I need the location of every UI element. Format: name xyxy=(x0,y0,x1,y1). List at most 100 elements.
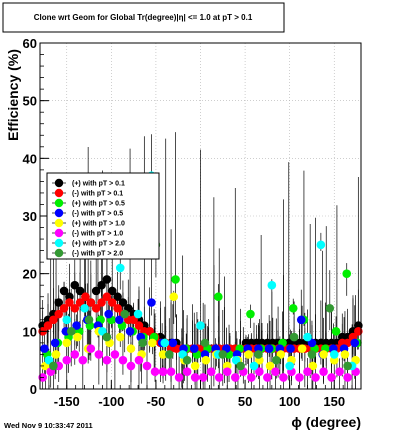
data-point xyxy=(91,286,101,296)
y-tick-label: 50 xyxy=(23,94,37,109)
data-point xyxy=(171,275,180,284)
data-point xyxy=(54,298,64,307)
legend-marker xyxy=(54,218,64,228)
data-point xyxy=(319,367,328,377)
data-point xyxy=(80,303,89,313)
x-tick-label: -150 xyxy=(54,394,80,409)
legend-marker xyxy=(54,178,64,188)
data-point xyxy=(308,361,318,371)
data-point xyxy=(279,373,288,382)
data-point xyxy=(222,367,232,377)
data-point xyxy=(147,298,156,307)
legend-label: (-) with pT > 0.1 xyxy=(72,191,123,198)
legend-label: (+) with pT > 2.0 xyxy=(72,241,125,248)
data-point xyxy=(49,315,58,325)
data-point xyxy=(62,338,72,348)
title-box: Clone wrt Geom for Global Tr(degree)|η| … xyxy=(2,2,285,33)
data-point xyxy=(214,292,223,302)
data-point xyxy=(265,361,275,371)
data-point xyxy=(113,303,122,313)
data-point xyxy=(51,350,61,359)
data-point xyxy=(70,350,80,359)
data-point xyxy=(164,350,174,359)
legend-label: (+) with pT > 0.5 xyxy=(72,201,125,208)
y-tick-label: 20 xyxy=(23,267,37,282)
data-point xyxy=(244,350,253,359)
data-point xyxy=(174,373,184,382)
data-point xyxy=(134,355,144,365)
data-point xyxy=(286,344,295,353)
legend-marker xyxy=(54,188,64,198)
y-tick-label: 30 xyxy=(23,209,37,224)
data-point xyxy=(43,321,53,330)
data-point xyxy=(285,361,294,371)
data-point xyxy=(319,350,328,359)
data-point xyxy=(267,280,277,290)
legend-box xyxy=(46,172,160,260)
data-point xyxy=(255,367,264,377)
x-tick-label: 0 xyxy=(197,394,204,409)
data-point xyxy=(138,338,147,348)
data-point xyxy=(115,315,124,325)
legend-label: (-) with pT > 1.0 xyxy=(72,231,123,238)
data-point xyxy=(288,303,298,313)
axis-ticks: -150 -100 -50 0 50 100 150 0 10 20 30 40 50 60 xyxy=(23,36,362,409)
data-point xyxy=(142,361,152,371)
data-point xyxy=(350,338,360,348)
data-point xyxy=(190,373,200,382)
data-point xyxy=(158,367,168,377)
y-tick-label: 40 xyxy=(23,151,37,166)
x-tick-label: 50 xyxy=(238,394,252,409)
data-point xyxy=(97,298,106,307)
data-point xyxy=(102,355,112,365)
data-point xyxy=(160,338,170,348)
x-axis-label: ϕ (degree) xyxy=(291,414,361,430)
data-point xyxy=(40,344,49,353)
data-point xyxy=(49,361,58,371)
data-point xyxy=(75,286,85,296)
legend-label: (-) with pT > 2.0 xyxy=(72,251,123,258)
data-point xyxy=(81,292,90,302)
data-point xyxy=(70,303,80,313)
data-point xyxy=(50,338,60,348)
legend-marker xyxy=(54,208,64,218)
data-point xyxy=(297,344,307,353)
data-point xyxy=(59,303,69,313)
x-tick-label: -50 xyxy=(147,394,166,409)
data-point xyxy=(133,309,143,319)
data-point xyxy=(246,309,255,319)
chart-title: Clone wrt Geom for Global Tr(degree)|η| … xyxy=(34,13,253,22)
data-point xyxy=(354,327,363,336)
data-point xyxy=(190,361,200,371)
data-point xyxy=(104,309,113,319)
data-point xyxy=(201,355,211,365)
data-point xyxy=(73,332,82,342)
x-tick-label: 150 xyxy=(323,394,345,409)
data-point xyxy=(169,292,179,302)
legend-label: (+) with pT > 0.1 xyxy=(72,181,125,188)
data-point xyxy=(335,367,344,377)
data-point xyxy=(168,338,178,348)
data-point xyxy=(62,355,72,365)
data-point xyxy=(325,303,335,313)
data-point xyxy=(218,350,228,359)
data-point xyxy=(110,350,120,359)
data-point xyxy=(303,367,312,377)
data-point xyxy=(94,350,104,359)
data-point xyxy=(295,373,304,382)
data-point xyxy=(182,367,192,377)
data-point xyxy=(126,344,136,353)
data-point xyxy=(113,292,122,302)
data-point xyxy=(249,361,259,371)
y-tick-label: 0 xyxy=(30,382,37,397)
x-tick-label: 100 xyxy=(279,394,301,409)
data-point xyxy=(263,373,272,382)
data-point xyxy=(97,280,106,290)
data-point xyxy=(303,332,312,342)
data-point xyxy=(247,373,256,382)
data-point xyxy=(200,338,210,348)
y-tick-label: 10 xyxy=(23,324,37,339)
legend-label: (+) with pT > 1.0 xyxy=(72,221,125,228)
legend: (+) with pT > 0.1 (-) with pT > 0.1 (+) wi… xyxy=(46,172,160,260)
